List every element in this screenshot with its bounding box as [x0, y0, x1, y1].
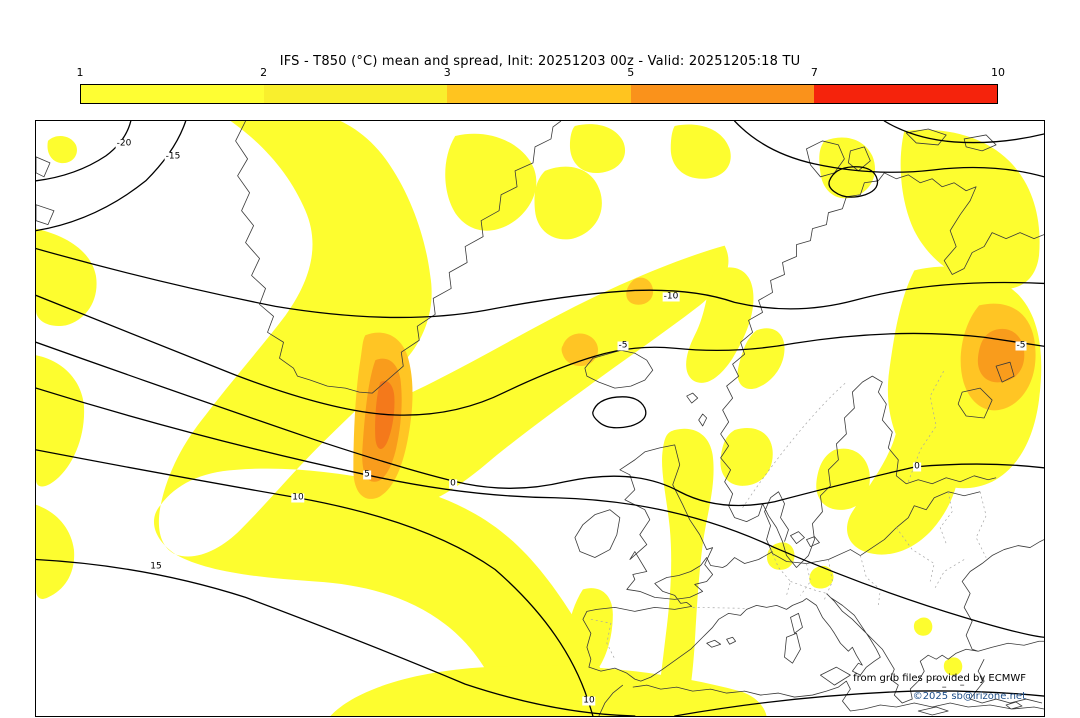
colorbar-tick: 2	[260, 66, 268, 79]
contour-line-5	[36, 387, 1044, 638]
colorbar-tick-labels: 1 2 3 5 7 10	[76, 66, 1006, 80]
coastline-baltic-westeurope	[582, 491, 981, 682]
spread-yellow-west	[36, 121, 729, 716]
contour-label: -5	[1015, 340, 1027, 351]
colorbar-segment-2-3	[264, 85, 448, 103]
map-svg	[36, 121, 1044, 716]
colorbar-tick: 3	[443, 66, 451, 79]
colorbar-tick: 1	[76, 66, 84, 79]
contour-line-15	[36, 558, 636, 716]
colorbar-tick: 10	[991, 66, 1005, 79]
spread-yellow-northeast	[670, 124, 1042, 555]
page-title: IFS - T850 (°C) mean and spread, Init: 2…	[279, 54, 801, 69]
attribution-ecmwf: from grib files provided by ECMWF	[853, 673, 1026, 684]
coastline-layer	[36, 121, 1044, 716]
coastline-greenland	[36, 121, 562, 394]
colorbar-segment-5-7	[630, 85, 814, 103]
contour-layer	[36, 121, 1044, 716]
contour-line-minus-5	[36, 294, 1044, 416]
colorbar-segment-1-2	[81, 85, 265, 103]
coastline-scandinavia	[720, 172, 1044, 568]
contour-line-0	[36, 341, 1044, 507]
contour-label: 10	[291, 492, 305, 503]
colorbar-tick: 5	[627, 66, 635, 79]
contour-label: -20	[115, 138, 133, 149]
contour-line-arctic-2	[883, 121, 1044, 144]
contour-line-minus-10	[36, 247, 1044, 319]
contour-label: 10	[582, 695, 596, 706]
contour-label: -5	[617, 340, 629, 351]
coastline-mediterranean	[598, 539, 1044, 716]
contour-label: 0	[913, 461, 921, 472]
country-borders-layer	[590, 369, 987, 660]
contour-line-10-south	[674, 690, 1044, 716]
contour-loop-iceland	[592, 396, 647, 429]
coastline-iceland-islands	[584, 128, 997, 427]
contour-label: -15	[164, 151, 182, 162]
contour-label: 15	[149, 561, 163, 572]
colorbar	[80, 84, 998, 104]
contour-loop-svalbard	[828, 166, 879, 198]
colorbar-segment-3-5	[447, 85, 631, 103]
contour-line-arctic-1	[733, 121, 1044, 178]
attribution-copyright: ©2025 sb@irizone.net	[912, 691, 1026, 702]
contour-line-minus-20	[36, 121, 132, 182]
map-attribution: from grib files provided by ECMWF ©2025 …	[853, 670, 1026, 706]
contour-label: -10	[662, 291, 680, 302]
contour-label: 5	[363, 469, 371, 480]
colorbar-tick: 7	[810, 66, 818, 79]
country-borders	[590, 369, 987, 660]
spread-yellow-south	[330, 428, 963, 716]
spread-shading-layer	[36, 121, 1042, 716]
coastline-uk-ireland	[574, 444, 714, 600]
contour-label: 0	[449, 478, 457, 489]
contour-line-minus-15	[36, 121, 187, 232]
map-canvas: -20 -15 15 10 5 0 -5 -10 0 -5 10 from grib files p…	[35, 120, 1045, 717]
colorbar-segment-7-10	[813, 85, 998, 103]
